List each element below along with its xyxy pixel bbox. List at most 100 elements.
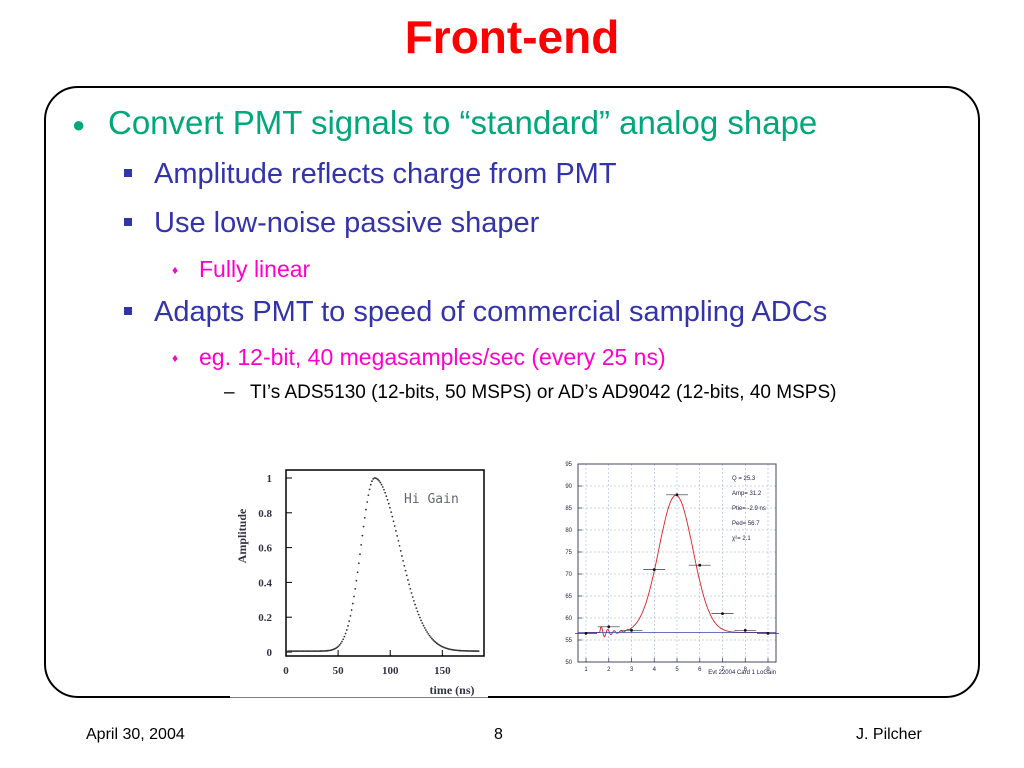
plot1-data-point xyxy=(432,639,434,641)
plot1-data-point xyxy=(350,609,353,611)
plot1-data-point xyxy=(392,520,395,523)
plot2-x-tick-label: 9 xyxy=(766,667,770,673)
plot1-data-point xyxy=(365,508,367,511)
plot1-data-point xyxy=(378,479,381,482)
plot1-data-point xyxy=(342,638,345,641)
plot1-data-point xyxy=(355,579,358,582)
plot2-x-tick-label: 2 xyxy=(607,667,611,673)
plot1-data-point xyxy=(384,491,387,494)
plot1-data-point xyxy=(345,629,348,631)
plot2-y-tick-label: 65 xyxy=(565,594,572,600)
plot1-y-tick-label: 0.6 xyxy=(258,543,272,555)
plot1-data-point xyxy=(348,620,351,623)
plot2-fit-parameter: Amp= 31.2 xyxy=(732,491,762,497)
plot2-footnote: Evt 22004 Card 1 LoGain xyxy=(708,670,776,676)
plot1-data-point xyxy=(405,574,408,577)
plot1-data-point xyxy=(356,571,359,574)
plot1-data-point xyxy=(377,478,379,481)
plot1-x-tick-label: 0 xyxy=(283,665,289,677)
plot1-data-point xyxy=(404,569,407,572)
plot1-data-point xyxy=(399,550,402,552)
plot2-x-tick-label: 6 xyxy=(698,667,702,673)
plot1-data-point xyxy=(401,555,403,557)
plot1-y-tick-label: 0.8 xyxy=(258,508,272,520)
plot1-data-point xyxy=(353,595,355,598)
plot2-x-tick-label: 7 xyxy=(721,667,725,673)
plot1-x-tick-label: 150 xyxy=(434,665,451,677)
plot1-data-point xyxy=(419,616,421,619)
plot1-data-point xyxy=(421,622,424,625)
plot2-y-tick-label: 75 xyxy=(565,550,572,556)
plot1-data-point xyxy=(385,495,388,498)
plot2-x-tick-label: 8 xyxy=(744,667,748,673)
round-bullet-icon: ● xyxy=(72,112,86,137)
plot1-frame xyxy=(285,469,485,657)
square-bullet-icon xyxy=(124,218,132,226)
plot1-data-point xyxy=(339,642,342,645)
plot1-data-point xyxy=(367,494,370,497)
plot1-data-point xyxy=(434,641,437,644)
plot1-data-point xyxy=(383,488,385,491)
footer-author: J. Pilcher xyxy=(856,726,922,743)
content-frame xyxy=(44,86,980,698)
plot1-data-point xyxy=(354,588,357,590)
plot2-fit-parameter: Ptie= -2.9 ns xyxy=(732,506,766,512)
plot1-annotation: Hi Gain xyxy=(404,492,459,507)
plot1-data-point xyxy=(403,564,406,567)
bullet-text: Amplitude reflects charge from PMT xyxy=(154,158,617,190)
plot2-fit-parameter: χ²= 2.1 xyxy=(732,536,751,542)
plot2-x-tick-label: 1 xyxy=(584,667,588,673)
plot1-data-point xyxy=(477,650,480,652)
plot1-data-point xyxy=(368,488,371,491)
plot2-data-point xyxy=(743,628,747,632)
plot1-data-point xyxy=(413,599,415,602)
plot2-y-tick-label: 95 xyxy=(565,462,572,468)
plot1-data-point xyxy=(417,613,420,616)
plot1-x-tick-label: 100 xyxy=(382,665,399,677)
plot1-y-axis-label: Amplitude xyxy=(235,508,249,563)
plot2-y-tick-label: 70 xyxy=(565,572,572,578)
plot1-data-point xyxy=(420,619,423,622)
plot2-data-point xyxy=(698,563,702,567)
plot1-data-point xyxy=(395,530,397,532)
lo-gain-fit-chart: 50 55 60 65 70 75 80 85 90 95 1 2 3 4 5 6 7 8 9 Q = 25.3 A… xyxy=(550,460,780,682)
plot1-y-tick-label: 1 xyxy=(267,473,273,485)
bullet-text: eg. 12-bit, 40 megasamples/sec (every 25… xyxy=(199,344,666,370)
plot2-data-point xyxy=(630,628,633,632)
plot1-data-point xyxy=(397,539,400,542)
bullet-text: TI’s ADS5130 (12-bits, 50 MSPS) or AD’s … xyxy=(250,382,837,403)
plot2-data-point xyxy=(607,625,611,629)
plot1-data-point xyxy=(429,636,432,639)
footer-page-number: 8 xyxy=(494,726,503,743)
plot1-data-point xyxy=(347,624,349,627)
plot1-data-point xyxy=(410,592,413,594)
plot2-x-tick-label: 5 xyxy=(675,667,679,673)
plot1-data-point xyxy=(371,480,373,483)
plot2-x-tick-label: 4 xyxy=(653,667,657,673)
plot1-data-point xyxy=(379,481,382,484)
plot1-data-point xyxy=(386,498,389,501)
plot1-data-point xyxy=(390,511,393,514)
footer-date: April 30, 2004 xyxy=(86,726,185,743)
plot1-data-point xyxy=(360,544,363,546)
plot2-x-tick-label: 3 xyxy=(630,667,634,673)
plot2-y-tick-label: 50 xyxy=(565,660,572,666)
plot1-data-point xyxy=(357,562,360,565)
square-bullet-icon xyxy=(124,307,132,315)
plot2-data-point xyxy=(721,612,724,615)
bullet-text: Use low-noise passive shaper xyxy=(154,207,540,239)
slide-title: Front-end xyxy=(404,11,620,63)
plot1-data-point xyxy=(433,640,436,643)
plot1-data-point xyxy=(391,515,394,518)
plot1-data-point xyxy=(415,607,418,610)
plot1-data-point xyxy=(338,644,341,646)
plot1-data-point xyxy=(380,483,383,486)
plot2-data-point xyxy=(675,493,679,497)
plot1-data-point xyxy=(427,632,430,635)
plot1-data-point xyxy=(362,525,365,528)
bullet-text: Adapts PMT to speed of commercial sampli… xyxy=(154,296,828,328)
hi-gain-pulse-chart: 0 0.2 0.4 0.6 0.8 1 0 50 100 150 Hi Gain Amplitu… xyxy=(230,462,488,698)
plot1-data-point xyxy=(336,646,339,649)
plot1-data-point xyxy=(426,631,429,633)
plot1-data-point xyxy=(414,603,417,606)
